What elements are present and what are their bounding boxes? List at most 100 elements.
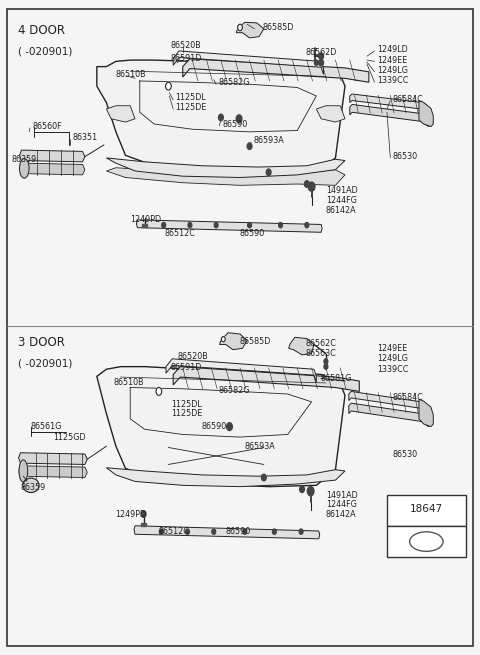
Polygon shape xyxy=(97,367,345,487)
Text: 86530: 86530 xyxy=(393,450,418,459)
Text: 86359: 86359 xyxy=(12,155,37,164)
Circle shape xyxy=(266,169,271,176)
Text: 3 DOOR: 3 DOOR xyxy=(18,336,65,349)
Bar xyxy=(142,225,147,227)
Text: 1339CC: 1339CC xyxy=(377,365,409,374)
Text: 1491AD: 1491AD xyxy=(326,491,358,500)
Bar xyxy=(141,523,146,526)
Text: 1491AD: 1491AD xyxy=(326,186,358,195)
Text: 86584C: 86584C xyxy=(393,95,423,103)
Circle shape xyxy=(314,60,318,66)
Circle shape xyxy=(188,223,192,228)
Text: 86359: 86359 xyxy=(21,483,46,492)
Circle shape xyxy=(243,529,247,534)
Circle shape xyxy=(324,359,328,364)
Text: 4 DOOR: 4 DOOR xyxy=(18,24,65,37)
Circle shape xyxy=(166,83,171,90)
Polygon shape xyxy=(219,333,247,350)
Text: 1125DE: 1125DE xyxy=(176,103,207,111)
Ellipse shape xyxy=(19,460,28,482)
Circle shape xyxy=(273,529,276,534)
Circle shape xyxy=(300,486,304,493)
Text: 86562D: 86562D xyxy=(306,48,337,58)
Polygon shape xyxy=(19,466,87,477)
Text: 86563C: 86563C xyxy=(306,349,336,358)
Circle shape xyxy=(186,529,190,534)
Circle shape xyxy=(304,181,309,187)
Text: ( -020901): ( -020901) xyxy=(18,47,72,56)
Circle shape xyxy=(319,60,324,66)
Text: 18647: 18647 xyxy=(410,504,443,514)
Text: 86584C: 86584C xyxy=(393,393,423,402)
Text: 86591D: 86591D xyxy=(171,364,202,373)
Text: 1249LG: 1249LG xyxy=(377,66,408,75)
Polygon shape xyxy=(419,100,433,126)
Polygon shape xyxy=(173,51,324,75)
Text: 86351: 86351 xyxy=(72,133,97,142)
Polygon shape xyxy=(97,60,345,174)
Text: 86520B: 86520B xyxy=(171,41,202,50)
Polygon shape xyxy=(236,22,264,38)
Text: 1244FG: 1244FG xyxy=(326,500,357,510)
Text: 86590: 86590 xyxy=(240,229,265,238)
Text: 86581G: 86581G xyxy=(320,374,351,383)
Circle shape xyxy=(212,529,216,534)
Text: 1125DL: 1125DL xyxy=(176,94,206,102)
Text: 86142A: 86142A xyxy=(326,206,357,215)
Text: 1125DE: 1125DE xyxy=(171,409,202,418)
Circle shape xyxy=(159,529,163,534)
Circle shape xyxy=(299,529,303,534)
Text: 86510B: 86510B xyxy=(116,70,146,79)
Text: 86512C: 86512C xyxy=(159,527,190,536)
Polygon shape xyxy=(107,468,345,487)
Circle shape xyxy=(279,223,282,228)
Polygon shape xyxy=(107,105,135,122)
Circle shape xyxy=(262,474,266,481)
Text: 86510B: 86510B xyxy=(114,379,144,388)
Text: 86582G: 86582G xyxy=(218,386,250,394)
Polygon shape xyxy=(136,220,322,233)
Circle shape xyxy=(221,337,225,342)
Polygon shape xyxy=(107,168,345,185)
Circle shape xyxy=(214,223,218,228)
Text: 86585D: 86585D xyxy=(240,337,271,346)
Circle shape xyxy=(248,223,252,228)
Circle shape xyxy=(324,364,328,369)
Text: 1125DL: 1125DL xyxy=(171,400,202,409)
Text: 86582G: 86582G xyxy=(218,79,250,87)
Text: 1249EE: 1249EE xyxy=(377,344,408,353)
Bar xyxy=(387,526,466,557)
Text: 86512C: 86512C xyxy=(165,229,195,238)
Text: 1244FG: 1244FG xyxy=(326,196,357,205)
Ellipse shape xyxy=(23,478,39,493)
Text: ( -020901): ( -020901) xyxy=(18,358,72,368)
Text: 86562C: 86562C xyxy=(306,339,337,348)
Polygon shape xyxy=(350,94,429,113)
Circle shape xyxy=(308,182,315,191)
Bar xyxy=(387,495,466,526)
Text: 86590: 86590 xyxy=(202,422,227,431)
Circle shape xyxy=(247,143,252,149)
Polygon shape xyxy=(173,367,360,392)
Text: 1339CC: 1339CC xyxy=(377,77,409,85)
Polygon shape xyxy=(134,526,320,539)
Circle shape xyxy=(162,223,166,228)
Text: 86591D: 86591D xyxy=(171,54,202,63)
Polygon shape xyxy=(349,392,429,413)
Polygon shape xyxy=(349,403,429,426)
Text: 1249PD: 1249PD xyxy=(115,510,146,519)
Text: 1125GD: 1125GD xyxy=(53,432,85,441)
Ellipse shape xyxy=(20,159,29,178)
Circle shape xyxy=(236,115,242,122)
Circle shape xyxy=(238,24,242,31)
Circle shape xyxy=(227,422,232,430)
Text: 86560F: 86560F xyxy=(33,122,62,131)
Polygon shape xyxy=(316,105,345,122)
Text: 86142A: 86142A xyxy=(326,510,357,519)
Text: 86593A: 86593A xyxy=(253,136,284,145)
Text: 86585D: 86585D xyxy=(263,23,294,32)
Text: 86590: 86590 xyxy=(222,119,248,128)
Text: 86561G: 86561G xyxy=(30,422,61,431)
Polygon shape xyxy=(20,150,85,162)
Text: 1249PD: 1249PD xyxy=(130,215,161,225)
